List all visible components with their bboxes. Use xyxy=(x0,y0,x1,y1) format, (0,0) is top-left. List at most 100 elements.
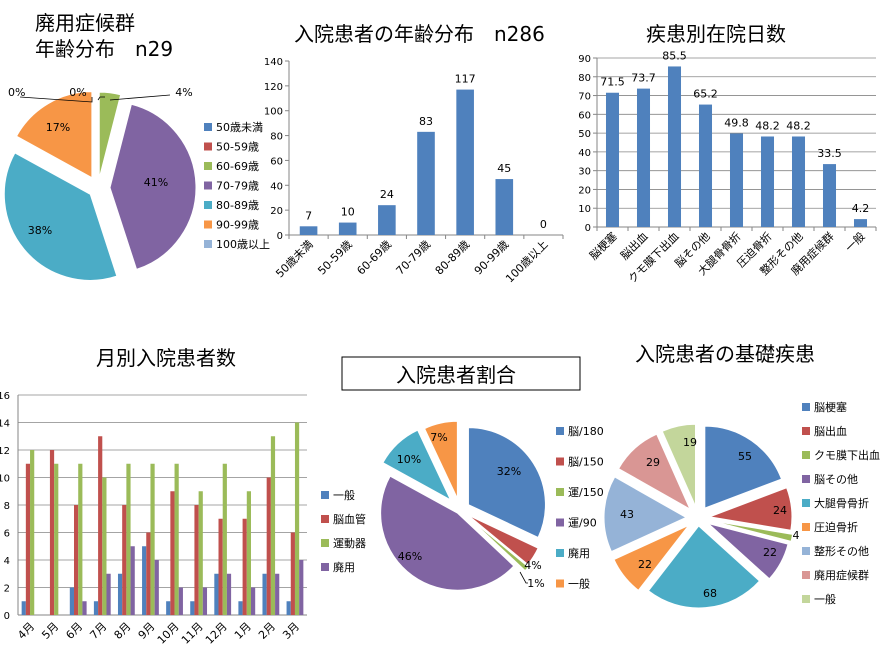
bar xyxy=(699,105,712,227)
bar xyxy=(194,505,198,615)
bar xyxy=(78,464,82,615)
bar xyxy=(823,164,836,227)
chart4-legend-label: 廃用 xyxy=(333,560,355,574)
bar-data-label: 83 xyxy=(419,115,433,128)
bar xyxy=(175,464,179,615)
chart1-legend-label: 60-69歳 xyxy=(216,160,259,173)
y-tick-label: 80 xyxy=(270,132,283,143)
bar-data-label: 85.5 xyxy=(662,49,687,62)
chart6-legend-label: 廃用症候群 xyxy=(814,568,869,582)
bar xyxy=(22,601,26,615)
chart1-legend-swatch xyxy=(204,143,212,151)
x-tick-label: 5月 xyxy=(39,620,61,642)
bar xyxy=(299,560,303,615)
x-tick-label: 80-89歳 xyxy=(433,238,473,278)
bar xyxy=(150,464,154,615)
pie-data-label: 19 xyxy=(683,436,697,449)
bar-data-label: 65.2 xyxy=(693,88,718,101)
chart5-legend-label: 脳/180 xyxy=(568,425,604,438)
bar xyxy=(102,478,106,616)
chart-underlying-disease-pie: 入院患者の基礎疾患 55244226822432919脳梗塞脳出血クモ膜下出血脳… xyxy=(604,342,880,608)
chart4-legend-label: 一般 xyxy=(333,489,355,502)
chart6-legend-label: 脳梗塞 xyxy=(814,400,847,414)
chart4-legend-label: 脳血管 xyxy=(333,512,366,526)
bar xyxy=(166,601,170,615)
bar xyxy=(70,588,74,616)
chart1-legend-label: 50-59歳 xyxy=(216,141,259,154)
y-tick-label: 40 xyxy=(270,181,283,192)
y-tick-label: 0 xyxy=(277,231,283,242)
bar xyxy=(82,601,86,615)
chart6-legend-swatch xyxy=(802,403,810,411)
x-tick-label: 11月 xyxy=(179,620,206,647)
chart6-legend-swatch xyxy=(802,547,810,555)
chart6-legend-label: 脳その他 xyxy=(814,473,858,486)
y-tick-label: 120 xyxy=(264,82,283,93)
bar-data-label: 33.5 xyxy=(817,147,842,160)
pie-data-label: 4% xyxy=(175,86,192,99)
chart1-legend-label: 80-89歳 xyxy=(216,199,259,212)
chart6-title: 入院患者の基礎疾患 xyxy=(635,342,815,366)
bar xyxy=(30,450,34,615)
bar xyxy=(223,464,227,615)
pie-data-label: 7% xyxy=(430,431,447,444)
bar-data-label: 0 xyxy=(540,218,547,231)
bar-data-label: 4.2 xyxy=(852,202,870,215)
chart5-legend-swatch xyxy=(556,488,564,496)
chart4-legend-swatch xyxy=(321,515,329,523)
y-tick-label: 50 xyxy=(578,129,591,140)
chart6-legend-swatch xyxy=(802,595,810,603)
chart6-legend-swatch xyxy=(802,451,810,459)
chart5-legend-swatch xyxy=(556,519,564,527)
y-tick-label: 80 xyxy=(578,73,591,84)
bar xyxy=(792,136,805,227)
y-tick-label: 20 xyxy=(270,206,283,217)
y-tick-label: 140 xyxy=(264,57,283,68)
bar xyxy=(637,89,650,227)
x-tick-label: 12月 xyxy=(203,620,230,647)
y-tick-label: 4 xyxy=(4,556,10,567)
bar xyxy=(668,66,681,227)
bar xyxy=(203,588,207,616)
bar-data-label: 49.8 xyxy=(724,116,749,129)
bar xyxy=(106,574,110,615)
y-tick-label: 8 xyxy=(4,501,10,512)
bar xyxy=(300,226,318,235)
pie-data-label: 22 xyxy=(763,546,777,559)
bar-data-label: 45 xyxy=(497,162,511,175)
x-tick-label: 1月 xyxy=(232,620,254,642)
pie-data-label: 24 xyxy=(773,504,787,517)
chart5-title: 入院患者割合 xyxy=(396,363,516,387)
bar xyxy=(291,533,295,616)
bar xyxy=(271,436,275,615)
chart5-legend-label: 運/150 xyxy=(568,486,604,499)
chart6-legend-swatch xyxy=(802,475,810,483)
chart6-legend-label: 一般 xyxy=(814,593,836,606)
y-tick-label: 0 xyxy=(4,611,10,622)
bar-data-label: 73.7 xyxy=(631,72,656,85)
x-tick-label: 50-59歳 xyxy=(315,238,355,278)
chart6-legend-label: 整形その他 xyxy=(814,544,869,558)
bar xyxy=(243,519,247,615)
bar xyxy=(74,505,78,615)
x-tick-label: 3月 xyxy=(280,620,302,642)
x-tick-label: 9月 xyxy=(136,620,158,642)
y-tick-label: 60 xyxy=(578,110,591,121)
pie-data-label: 0% xyxy=(69,86,86,99)
pie-data-label: 46% xyxy=(398,550,422,563)
chart1-legend-label: 70-79歳 xyxy=(216,180,259,193)
y-tick-label: 6 xyxy=(4,529,10,540)
bar xyxy=(54,464,58,615)
chart5-legend-swatch xyxy=(556,549,564,557)
x-tick-label: 7月 xyxy=(87,620,109,642)
bar xyxy=(275,574,279,615)
bar xyxy=(730,133,743,227)
chart1-legend-swatch xyxy=(204,240,212,248)
bar xyxy=(170,491,174,615)
chart6-legend-swatch xyxy=(802,427,810,435)
pie-data-label: 29 xyxy=(646,456,660,469)
chart6-legend-label: 大腿骨骨折 xyxy=(814,496,869,510)
x-tick-label: 50歳未満 xyxy=(273,238,315,280)
chart5-legend-swatch xyxy=(556,427,564,435)
